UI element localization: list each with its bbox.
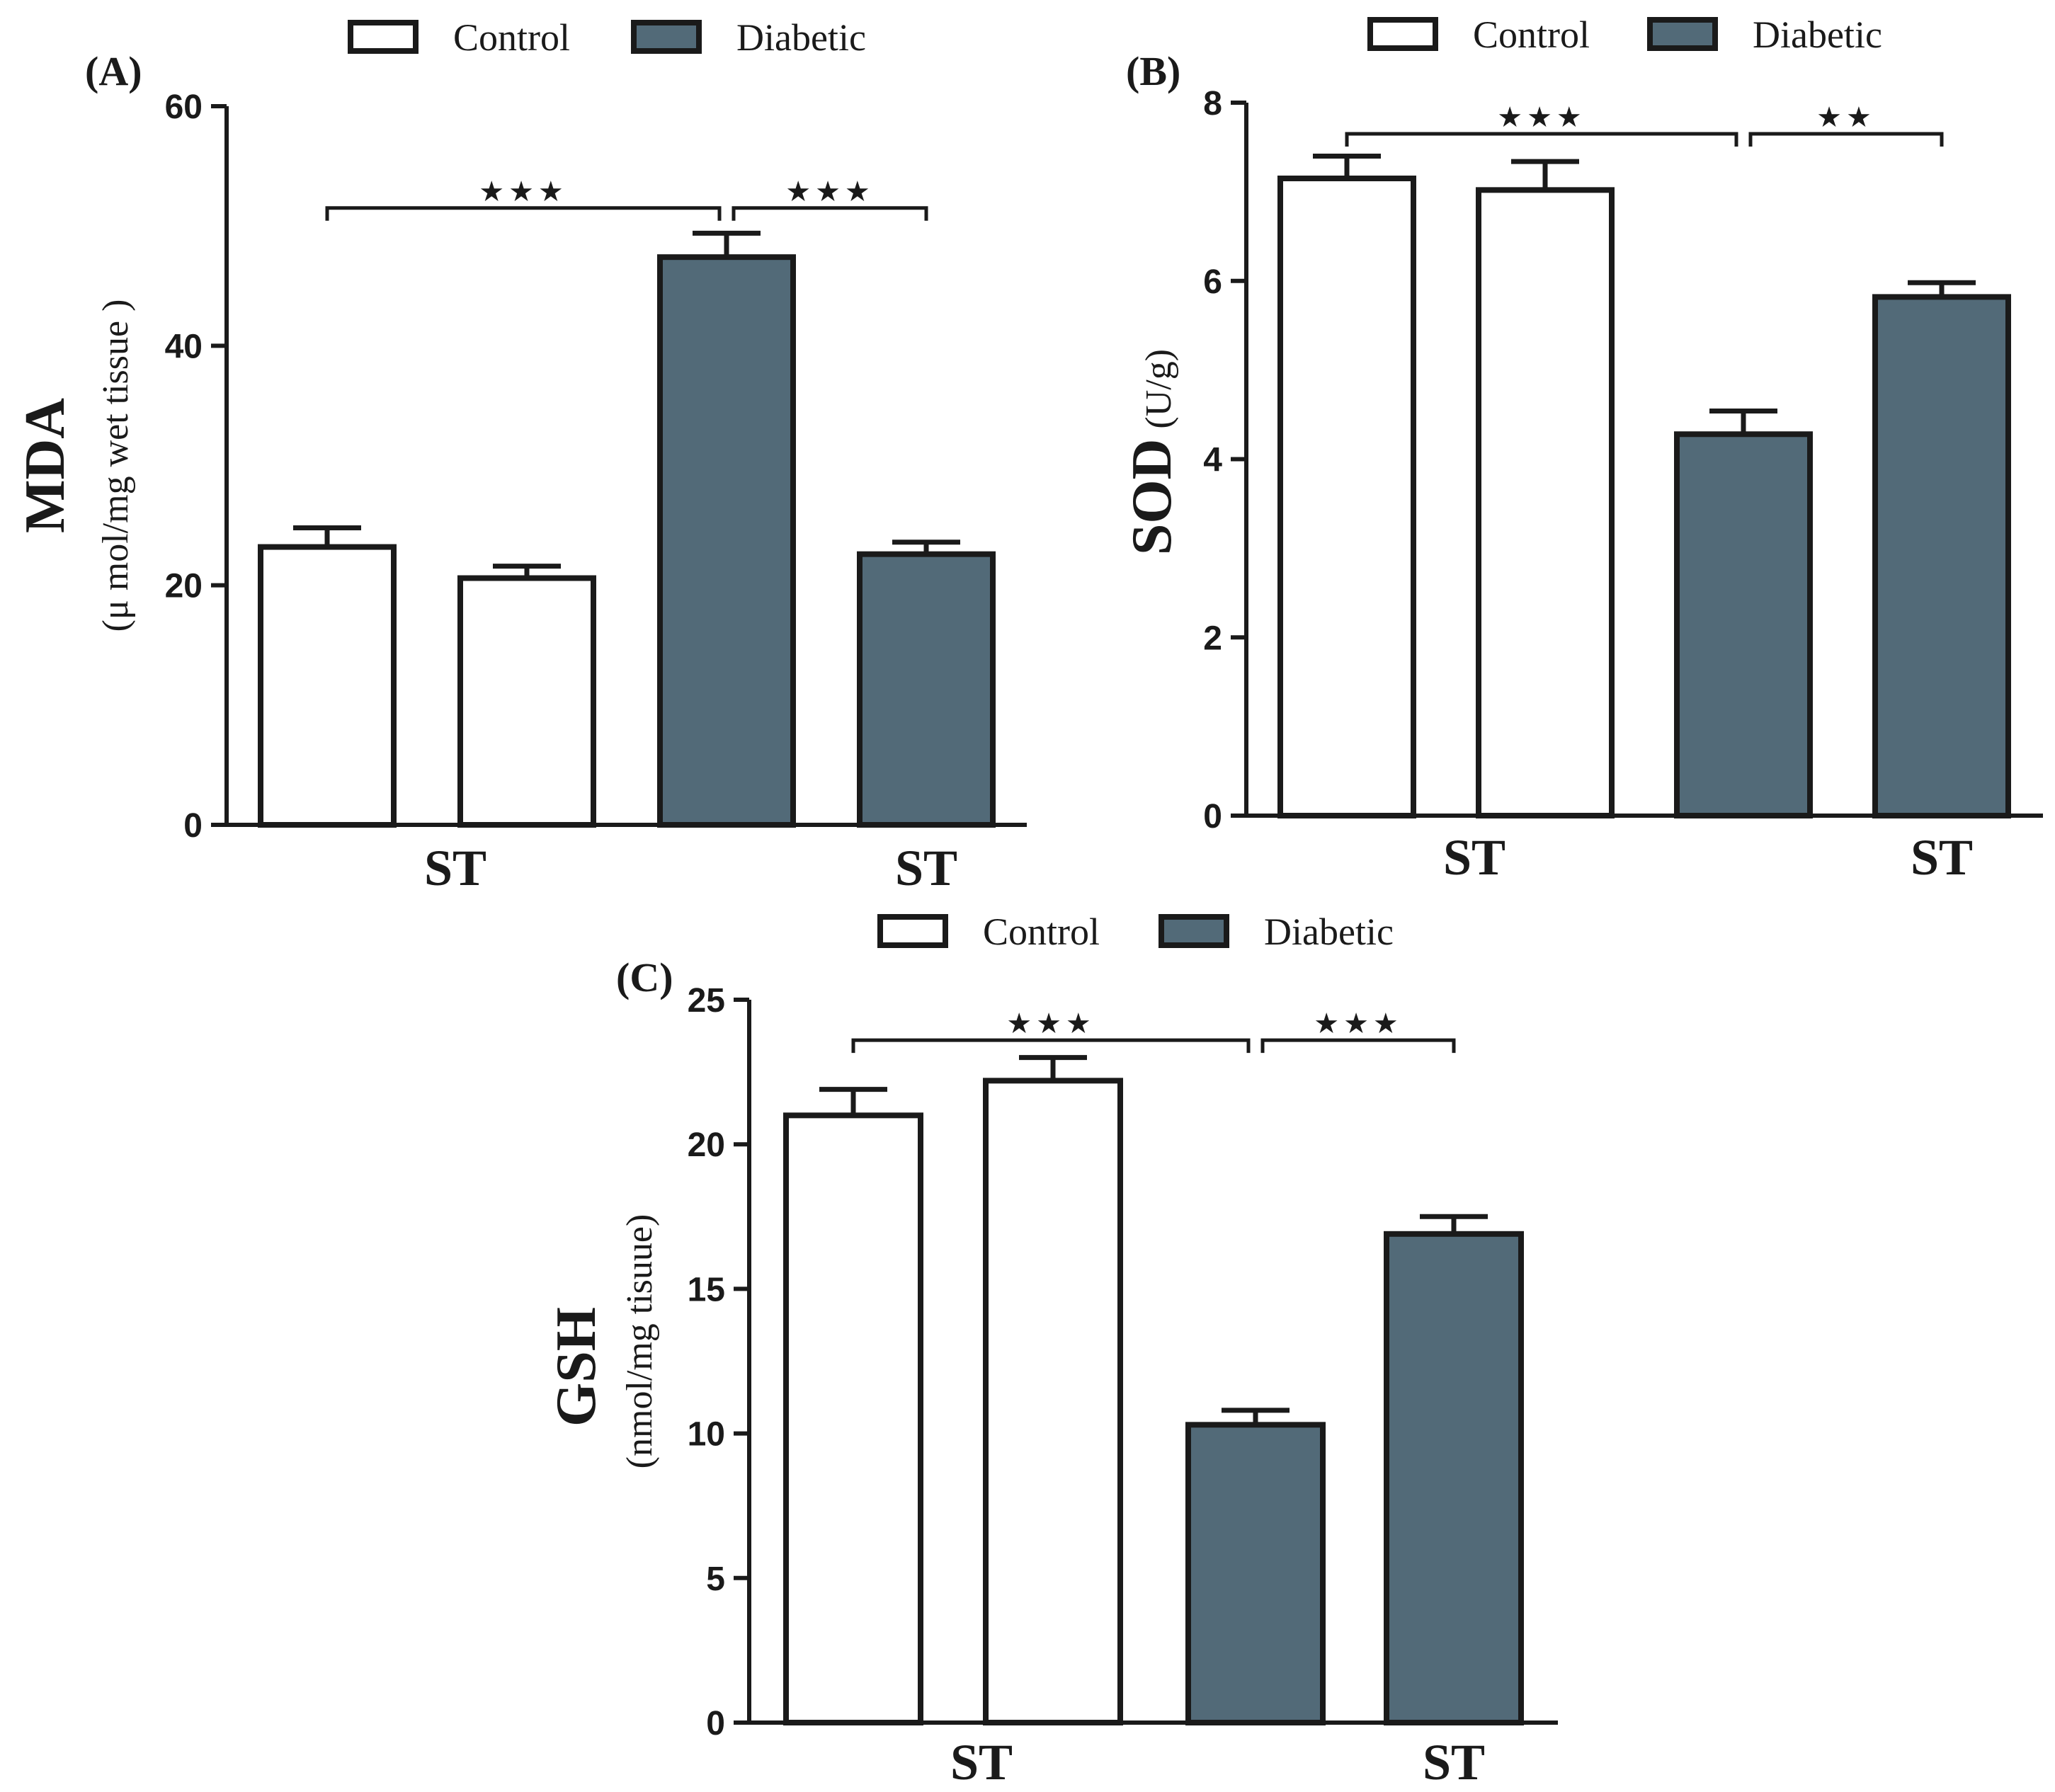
bar-diabetic-4 <box>1872 294 2011 819</box>
bar-control-2 <box>1476 187 1615 819</box>
panel-label: (A) <box>85 48 142 94</box>
significance-bracket <box>732 206 928 221</box>
y-tick-label: 0 <box>183 807 203 845</box>
y-tick-label: 20 <box>165 568 203 605</box>
y-tick-label: 10 <box>688 1416 725 1454</box>
legend-swatch-control <box>348 20 419 54</box>
legend-label-diabetic: Diabetic <box>1264 911 1394 953</box>
group-label: ST <box>1423 1734 1485 1791</box>
y-axis-subtitle: (nmol/mg tisuue) <box>620 1214 660 1469</box>
panel-label: (C) <box>616 954 673 1000</box>
bar-control-2 <box>983 1078 1123 1726</box>
bar-control-2 <box>457 575 596 828</box>
legend-swatch-diabetic <box>631 20 702 54</box>
y-axis-subtitle: (μ mol/mg wet tissue ) <box>96 299 136 632</box>
significance-bracket <box>1748 132 1944 147</box>
bar-diabetic-3 <box>1185 1422 1326 1726</box>
bar-control-1 <box>783 1112 923 1725</box>
y-tick-label: 5 <box>706 1560 725 1598</box>
group-label: ST <box>1443 829 1505 886</box>
panel-label: (B) <box>1126 48 1180 94</box>
legend-label-control: Control <box>1473 13 1590 56</box>
group-label: ST <box>895 840 957 896</box>
legend-swatch-diabetic <box>1647 17 1718 51</box>
group-label: ST <box>1911 829 1973 886</box>
legend-swatch-control <box>877 914 948 948</box>
y-axis-title-main: SOD <box>1121 439 1183 556</box>
significance-stars: ★★★ <box>1006 1008 1095 1039</box>
bar-diabetic-3 <box>657 254 796 828</box>
y-axis-title: GSH <box>545 1307 608 1427</box>
y-tick-label: 8 <box>1203 85 1222 122</box>
legend-label-diabetic: Diabetic <box>736 16 866 59</box>
y-tick-label: 2 <box>1203 620 1222 657</box>
y-tick-label: 15 <box>688 1271 725 1308</box>
group-label: ST <box>950 1734 1013 1791</box>
legend-label-control: Control <box>983 911 1100 953</box>
y-axis-title: MDA <box>14 398 76 533</box>
y-tick-label: 6 <box>1203 263 1222 301</box>
y-tick-label: 0 <box>1203 798 1222 835</box>
legend-swatch-diabetic <box>1159 914 1229 948</box>
y-tick-label: 0 <box>706 1705 725 1742</box>
y-tick-label: 4 <box>1203 442 1222 479</box>
y-tick-label: 20 <box>688 1126 725 1164</box>
bar-control-1 <box>1277 175 1416 818</box>
y-axis-title-unit: (U/g) <box>1139 349 1179 429</box>
y-tick-label: 25 <box>688 982 725 1020</box>
significance-bracket <box>851 1038 1251 1054</box>
bar-diabetic-4 <box>1384 1231 1524 1725</box>
bar-diabetic-4 <box>857 551 996 828</box>
bar-control-1 <box>258 544 397 828</box>
y-tick-label: 40 <box>165 328 203 365</box>
y-tick-label: 60 <box>165 89 203 126</box>
y-axis-title: SOD (U/g) <box>1121 349 1183 555</box>
significance-stars: ★★ <box>1816 101 1876 133</box>
legend-label-control: Control <box>453 16 570 59</box>
chart-panel-3: Control Diabetic (C) 0 5 10 15 20 25 GSH (nmol/mg … <box>545 911 1558 1791</box>
significance-stars: ★★★ <box>479 176 568 207</box>
significance-stars: ★★★ <box>1497 101 1586 133</box>
significance-stars: ★★★ <box>785 176 875 207</box>
bar-diabetic-3 <box>1674 431 1813 818</box>
chart-panel-1: Control Diabetic (A) 0 20 40 60 MDA (μ mol/mg we… <box>14 16 1027 896</box>
group-label: ST <box>424 840 486 896</box>
significance-bracket <box>1260 1038 1456 1054</box>
significance-bracket <box>1345 132 1738 147</box>
significance-bracket <box>325 206 722 221</box>
significance-stars: ★★★ <box>1314 1008 1403 1039</box>
legend-swatch-control <box>1367 17 1438 51</box>
legend-label-diabetic: Diabetic <box>1753 13 1882 56</box>
